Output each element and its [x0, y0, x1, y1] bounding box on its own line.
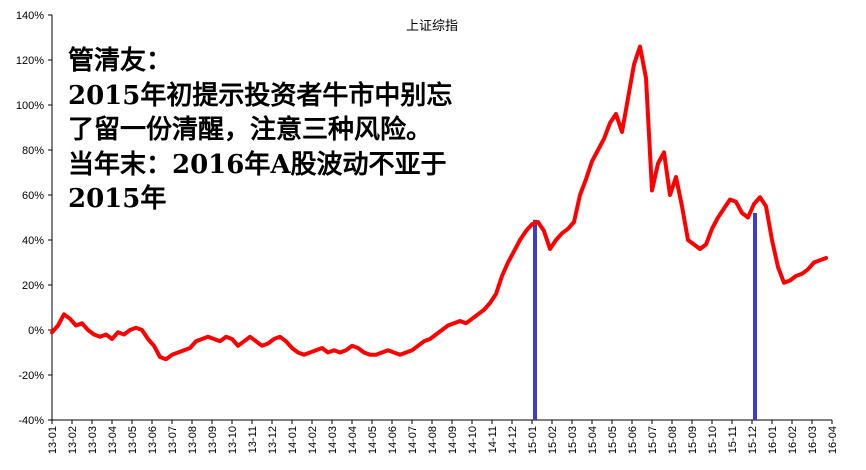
x-tick-label: 15-04: [587, 426, 599, 454]
y-tick-label: 120%: [16, 55, 44, 67]
x-tick-label: 14-07: [407, 426, 419, 454]
y-tick-label: 60%: [22, 190, 44, 202]
chart-title: 上证综指: [406, 18, 458, 33]
y-tick-label: 140%: [16, 10, 44, 22]
x-tick-label: 14-04: [347, 426, 359, 454]
x-tick-label: 15-07: [647, 426, 659, 454]
annotation-block: 管清友： 2015年初提示投资者牛市中别忘 了留一份清醒，注意三种风险。 当年末…: [68, 44, 452, 217]
markers: [533, 213, 757, 420]
annotation-line-4: 当年末：2016年A股波动不亚于: [68, 149, 447, 180]
y-tick-label: 100%: [16, 100, 44, 112]
x-tick-label: 14-10: [467, 426, 479, 454]
x-tick-label: 15-12: [747, 426, 759, 454]
x-tick-label: 14-06: [387, 426, 399, 454]
x-tick-label: 15-06: [627, 426, 639, 454]
x-tick-label: 13-08: [187, 426, 199, 454]
y-tick-label: 40%: [22, 235, 44, 247]
x-tick-label: 13-07: [167, 426, 179, 454]
x-tick-label: 15-03: [567, 426, 579, 454]
x-axis: 13-01 13-02 13-03 13-04 13-05 13-06 13-07 13-08…: [47, 419, 839, 454]
x-tick-label: 13-05: [127, 426, 139, 454]
x-tick-label: 13-10: [227, 426, 239, 454]
x-tick-label: 14-08: [427, 426, 439, 454]
x-tick-label: 15-09: [687, 426, 699, 454]
annotation-line-2: 2015年初提示投资者牛市中别忘: [68, 80, 453, 111]
x-tick-label: 13-02: [67, 426, 79, 454]
x-tick-label: 16-02: [787, 426, 799, 454]
x-tick-label: 13-06: [147, 426, 159, 454]
x-tick-label: 13-03: [87, 426, 99, 454]
x-tick-label: 13-01: [47, 426, 59, 454]
x-tick-label: 16-03: [807, 426, 819, 454]
x-tick-label: 14-05: [367, 426, 379, 454]
x-tick-label: 13-09: [207, 426, 219, 454]
x-tick-label: 15-08: [667, 426, 679, 454]
x-tick-label: 15-02: [547, 426, 559, 454]
series-group: [50, 44, 828, 362]
x-tick-label: 14-03: [327, 426, 339, 454]
x-tick-label: 13-12: [267, 426, 279, 454]
x-tick-label: 13-04: [107, 426, 119, 454]
x-tick-label: 15-11: [727, 426, 739, 453]
annotation-line-1: 管清友：: [68, 46, 173, 76]
x-tick-label: 14-09: [447, 426, 459, 454]
x-tick-label: 15-10: [707, 426, 719, 454]
y-tick-label: 20%: [22, 280, 44, 292]
x-tick-label: 14-02: [307, 426, 319, 454]
x-tick-label: 14-11: [487, 426, 499, 453]
annotation-line-5: 2015年: [68, 184, 167, 214]
annotation-line-3: 了留一份清醒，注意三种风险。: [68, 115, 433, 145]
y-tick-label: 80%: [22, 145, 44, 157]
x-tick-label: 15-01: [527, 426, 539, 454]
y-tick-label: 0%: [28, 325, 44, 337]
y-tick-label: -40%: [18, 415, 44, 427]
x-tick-label: 13-11: [247, 426, 259, 453]
x-tick-label: 14-12: [507, 426, 519, 454]
y-axis: -40% -20% 0% 20% 40% 60% 80% 100% 120% 140%: [16, 10, 53, 427]
x-tick-label: 16-01: [767, 426, 779, 454]
x-tick-label: 14-01: [287, 426, 299, 454]
y-tick-label: -20%: [18, 370, 44, 382]
x-tick-label: 15-05: [607, 426, 619, 454]
series-line: [50, 44, 828, 362]
x-tick-label: 16-04: [827, 426, 839, 454]
